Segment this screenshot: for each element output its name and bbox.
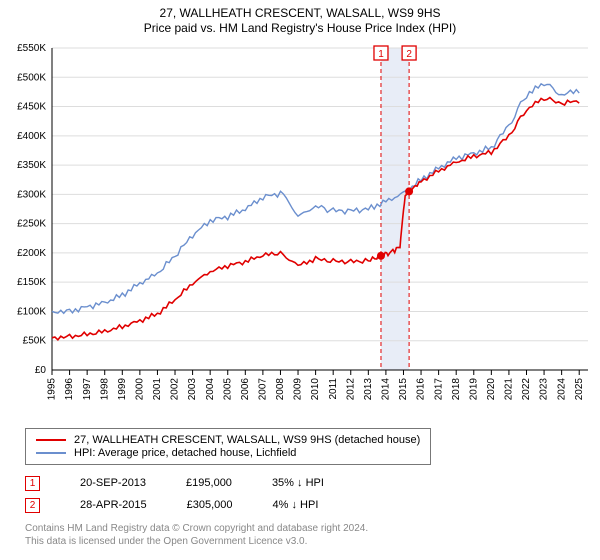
legend-label: 27, WALLHEATH CRESCENT, WALSALL, WS9 9HS… bbox=[74, 434, 420, 446]
legend-item: 27, WALLHEATH CRESCENT, WALSALL, WS9 9HS… bbox=[36, 434, 420, 446]
svg-text:2025: 2025 bbox=[574, 378, 585, 401]
svg-text:£450K: £450K bbox=[17, 102, 46, 113]
svg-text:£50K: £50K bbox=[23, 336, 47, 347]
svg-text:2004: 2004 bbox=[205, 378, 216, 401]
svg-text:2024: 2024 bbox=[556, 378, 567, 401]
svg-text:2011: 2011 bbox=[328, 378, 339, 400]
svg-text:2010: 2010 bbox=[310, 378, 321, 401]
svg-text:2023: 2023 bbox=[539, 378, 550, 401]
transaction-price: £305,000 bbox=[187, 499, 233, 511]
legend-label: HPI: Average price, detached house, Lich… bbox=[74, 447, 296, 459]
svg-text:£200K: £200K bbox=[17, 248, 46, 259]
svg-text:£0: £0 bbox=[35, 365, 47, 376]
svg-text:2022: 2022 bbox=[521, 378, 532, 401]
transactions-table: 1 20-SEP-2013 £195,000 35% ↓ HPI 2 28-AP… bbox=[25, 472, 324, 516]
transaction-date: 20-SEP-2013 bbox=[80, 477, 146, 489]
svg-text:£400K: £400K bbox=[17, 131, 46, 142]
legend-item: HPI: Average price, detached house, Lich… bbox=[36, 447, 420, 459]
svg-text:2013: 2013 bbox=[363, 378, 374, 401]
svg-text:2002: 2002 bbox=[170, 378, 181, 401]
footer: Contains HM Land Registry data © Crown c… bbox=[25, 522, 368, 548]
svg-text:£300K: £300K bbox=[17, 189, 46, 200]
transaction-delta: 35% ↓ HPI bbox=[272, 477, 324, 489]
svg-text:2008: 2008 bbox=[275, 378, 286, 401]
svg-text:2016: 2016 bbox=[416, 378, 427, 401]
svg-text:2017: 2017 bbox=[433, 378, 444, 401]
svg-text:2000: 2000 bbox=[135, 378, 146, 401]
legend: 27, WALLHEATH CRESCENT, WALSALL, WS9 9HS… bbox=[25, 428, 431, 465]
legend-swatch-subject bbox=[36, 439, 66, 441]
transaction-row: 2 28-APR-2015 £305,000 4% ↓ HPI bbox=[25, 494, 324, 516]
svg-text:£350K: £350K bbox=[17, 160, 46, 171]
legend-swatch-hpi bbox=[36, 452, 66, 454]
transaction-delta: 4% ↓ HPI bbox=[273, 499, 319, 511]
svg-text:1996: 1996 bbox=[64, 378, 75, 401]
price-chart: £0 £50K £100K £150K £200K £250K £300K £350K £400… bbox=[0, 40, 600, 420]
svg-text:2003: 2003 bbox=[187, 378, 198, 401]
svg-text:£100K: £100K bbox=[17, 306, 46, 317]
svg-text:1998: 1998 bbox=[99, 378, 110, 401]
svg-text:2006: 2006 bbox=[240, 378, 251, 401]
svg-text:1995: 1995 bbox=[47, 378, 58, 401]
svg-text:1: 1 bbox=[378, 49, 384, 60]
svg-text:2012: 2012 bbox=[345, 378, 356, 401]
svg-text:£150K: £150K bbox=[17, 277, 46, 288]
transaction-date: 28-APR-2015 bbox=[80, 499, 147, 511]
chart-title: 27, WALLHEATH CRESCENT, WALSALL, WS9 9HS bbox=[0, 0, 600, 21]
svg-text:2009: 2009 bbox=[293, 378, 304, 401]
svg-text:2020: 2020 bbox=[486, 378, 497, 401]
transaction-price: £195,000 bbox=[186, 477, 232, 489]
svg-text:1997: 1997 bbox=[82, 378, 93, 401]
transaction-marker: 2 bbox=[25, 498, 40, 513]
svg-text:2018: 2018 bbox=[451, 378, 462, 401]
svg-text:£250K: £250K bbox=[17, 219, 46, 230]
svg-text:2019: 2019 bbox=[468, 378, 479, 401]
svg-text:2007: 2007 bbox=[258, 378, 269, 401]
svg-text:2: 2 bbox=[406, 49, 412, 60]
svg-text:2021: 2021 bbox=[504, 378, 515, 401]
transaction-row: 1 20-SEP-2013 £195,000 35% ↓ HPI bbox=[25, 472, 324, 494]
svg-text:2015: 2015 bbox=[398, 378, 409, 401]
svg-text:1999: 1999 bbox=[117, 378, 128, 401]
transaction-marker: 1 bbox=[25, 476, 40, 491]
footer-line: This data is licensed under the Open Gov… bbox=[25, 535, 368, 548]
svg-text:2014: 2014 bbox=[381, 378, 392, 401]
svg-text:2001: 2001 bbox=[152, 378, 163, 401]
svg-text:£550K: £550K bbox=[17, 43, 46, 54]
svg-text:£500K: £500K bbox=[17, 72, 46, 83]
footer-line: Contains HM Land Registry data © Crown c… bbox=[25, 522, 368, 535]
chart-subtitle: Price paid vs. HM Land Registry's House … bbox=[0, 21, 600, 35]
svg-text:2005: 2005 bbox=[222, 378, 233, 401]
